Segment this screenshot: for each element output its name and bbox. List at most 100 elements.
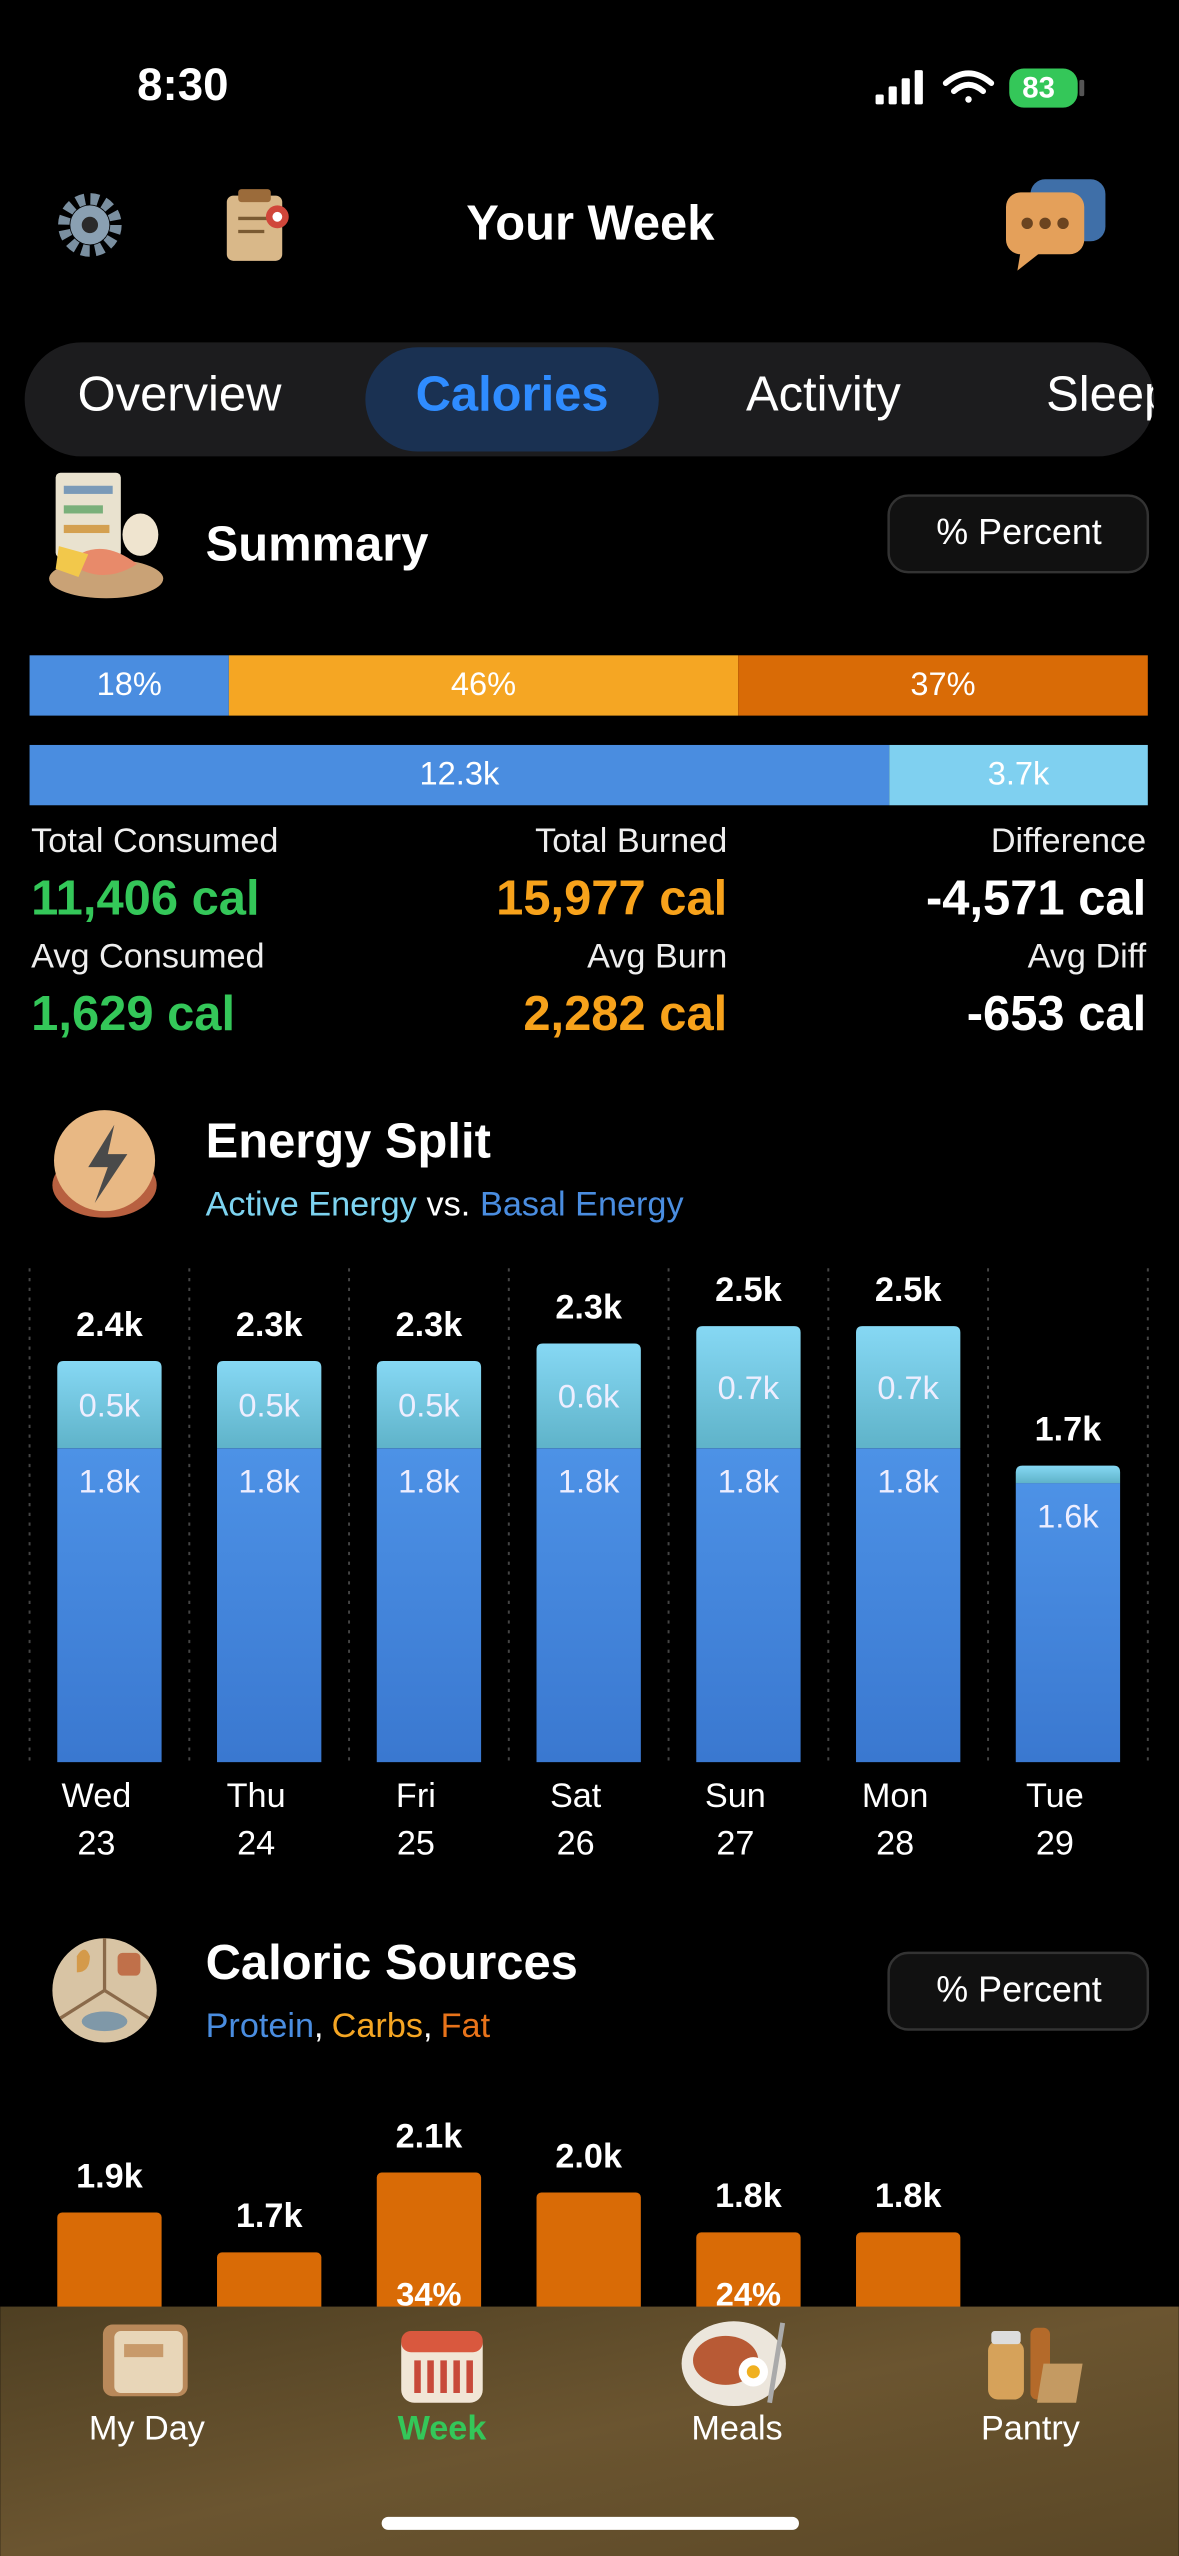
stat-value: -4,571 cal	[926, 871, 1146, 925]
bar-total-label: 2.0k	[555, 2137, 623, 2175]
date-label: 24	[237, 1824, 275, 1862]
total-label: 2.5k	[875, 1271, 943, 1309]
total-label: 2.5k	[715, 1271, 783, 1309]
percent-button-label[interactable]: % Percent	[936, 512, 1101, 552]
tab-bar-label[interactable]: Pantry	[981, 2410, 1081, 2448]
legend-separator: ,	[423, 2007, 433, 2045]
day-label: Tue	[1026, 1777, 1084, 1815]
active-label: 0.7k	[718, 1369, 780, 1406]
stat-label: Avg Burn	[587, 938, 727, 976]
home-indicator	[381, 2516, 799, 2530]
segment-label: 37%	[910, 665, 975, 702]
summary-segment	[889, 744, 1148, 806]
bar-total-label: 1.9k	[76, 2157, 144, 2195]
meals-icon[interactable]	[681, 2321, 786, 2407]
segment-label: 34%	[396, 2275, 461, 2312]
bar-total-label: 1.8k	[715, 2177, 783, 2215]
energy-split-icon	[52, 1110, 157, 1218]
stat-label: Total Burned	[535, 822, 727, 860]
tab-bar-label[interactable]: Meals	[691, 2410, 782, 2448]
goals-button[interactable]	[226, 189, 289, 261]
active-bar	[57, 1360, 162, 1449]
active-bar	[536, 1343, 641, 1449]
basal-label: 1.6k	[1037, 1498, 1099, 1535]
basal-bar	[696, 1448, 801, 1763]
wifi-icon	[942, 70, 995, 103]
caloric-sources-icon	[52, 1938, 157, 2043]
battery-cap	[1079, 79, 1085, 97]
caloric-sources-title: Caloric Sources	[206, 1936, 578, 1990]
basal-label: 1.8k	[238, 1463, 300, 1500]
tab-label[interactable]: Overview	[78, 368, 282, 422]
signal-icon	[875, 70, 923, 105]
total-label: 2.4k	[76, 1306, 144, 1344]
tab-group: Overview Calories Activity Sleep	[78, 347, 1171, 452]
clock: 8:30	[137, 59, 228, 110]
energy-split-subtitle: Active Energy vs. Basal Energy	[206, 1185, 685, 1223]
day-label: Fri	[396, 1777, 436, 1815]
percent-button[interactable]	[887, 1951, 1150, 2031]
tab-bar-label[interactable]: Week	[398, 2410, 488, 2448]
energy-split-title: Energy Split	[206, 1114, 491, 1168]
legend-entry: Protein	[206, 2007, 314, 2045]
stat-label: Avg Consumed	[31, 938, 264, 976]
tab-label[interactable]: Sleep	[1046, 368, 1171, 422]
active-label: 0.5k	[398, 1386, 460, 1423]
legend-separator: vs.	[427, 1185, 471, 1223]
basal-bar	[376, 1448, 482, 1763]
legend-entry: Carbs	[332, 2007, 423, 2045]
day-label: Thu	[227, 1777, 286, 1815]
tab-bar-label[interactable]: My Day	[89, 2410, 206, 2448]
day-label: Sun	[705, 1777, 766, 1815]
basal-label: 1.8k	[718, 1463, 780, 1500]
stat-value: -653 cal	[967, 987, 1146, 1041]
tab-label[interactable]: Activity	[746, 368, 901, 422]
percent-button[interactable]	[887, 494, 1150, 574]
basal-label: 1.8k	[877, 1463, 939, 1500]
summary-segment	[29, 744, 890, 806]
settings-button[interactable]	[58, 193, 122, 257]
basal-bar	[57, 1448, 162, 1763]
active-bar	[856, 1326, 961, 1449]
active-bar	[696, 1326, 801, 1449]
pantry-icon[interactable]	[988, 2327, 1083, 2403]
active-label: 0.6k	[558, 1378, 620, 1415]
active-bar	[217, 1360, 322, 1449]
day-label: Mon	[862, 1777, 929, 1815]
basal-bar	[1015, 1483, 1121, 1763]
date-label: 23	[77, 1824, 115, 1862]
segment-label: 46%	[451, 665, 516, 702]
basal-label: 1.8k	[398, 1463, 460, 1500]
basal-bar	[856, 1448, 961, 1763]
total-label: 2.3k	[396, 1306, 464, 1344]
segment-label: 3.7k	[988, 755, 1050, 792]
basal-bar	[217, 1448, 322, 1763]
summary-segment	[738, 655, 1148, 716]
active-label: 0.5k	[238, 1386, 300, 1423]
week-icon[interactable]	[401, 2331, 483, 2403]
segment-label: 12.3k	[420, 755, 500, 792]
stat-value: 2,282 cal	[523, 987, 727, 1041]
chat-button[interactable]	[1005, 179, 1106, 271]
summary-title: Summary	[206, 518, 429, 572]
stat-value: 11,406 cal	[31, 871, 259, 925]
bar-total-label: 1.8k	[875, 2177, 943, 2215]
date-label: 25	[397, 1824, 435, 1862]
stat-label: Difference	[991, 822, 1146, 860]
segment-label: 24%	[716, 2275, 781, 2312]
basal-label: 1.8k	[558, 1463, 620, 1500]
tab-label[interactable]: Calories	[416, 368, 609, 422]
bar-total-label: 2.1k	[396, 2117, 464, 2155]
legend-active: Active Energy	[206, 1185, 418, 1223]
bar-total-label: 1.7k	[236, 2197, 304, 2235]
percent-button-label[interactable]: % Percent	[936, 1969, 1101, 2009]
day-label: Sat	[550, 1777, 602, 1815]
my-day-icon[interactable]	[102, 2324, 188, 2397]
tab-bar	[0, 2306, 1179, 2556]
date-label: 29	[1036, 1824, 1074, 1862]
active-label: 0.7k	[877, 1369, 939, 1406]
battery-icon	[1009, 68, 1078, 108]
caloric-sources-subtitle: Protein, Carbs, Fat	[206, 2007, 491, 2045]
